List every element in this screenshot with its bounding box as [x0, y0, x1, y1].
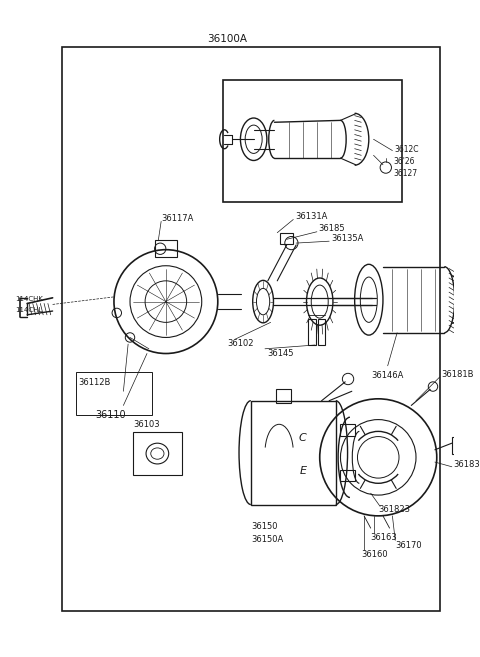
Text: 36117A: 36117A [161, 214, 193, 223]
Text: 36145: 36145 [267, 349, 293, 358]
Bar [223, 79, 402, 202]
Text: 114CHK: 114CHK [15, 296, 43, 302]
Text: 36160: 36160 [361, 550, 388, 559]
Text: 36183: 36183 [454, 461, 480, 469]
Text: 36131A: 36131A [295, 212, 327, 221]
Text: 361823: 361823 [378, 505, 410, 514]
Text: 36150A: 36150A [251, 535, 283, 544]
Bar [340, 470, 355, 481]
Bar [133, 432, 182, 475]
Text: 36112B: 36112B [78, 378, 110, 387]
Bar [62, 47, 440, 611]
Bar [76, 373, 152, 415]
Text: 36103: 36103 [133, 420, 159, 429]
Text: 3612C: 3612C [394, 145, 419, 154]
Bar [276, 390, 291, 403]
Text: 114CHL: 114CHL [15, 307, 42, 313]
Text: 36163: 36163 [371, 533, 397, 542]
Text: 36'26: 36'26 [393, 158, 415, 166]
Bar [308, 319, 316, 345]
Text: 36170: 36170 [395, 541, 422, 550]
Bar [318, 319, 325, 345]
Bar [251, 401, 336, 505]
Text: 36110: 36110 [95, 410, 126, 420]
Text: 36181B: 36181B [442, 370, 474, 379]
Text: 36127: 36127 [393, 169, 418, 178]
Bar [340, 424, 355, 436]
Bar [155, 240, 177, 258]
Bar [452, 436, 465, 453]
Text: E: E [299, 466, 306, 476]
Text: 36146A: 36146A [372, 371, 404, 380]
Text: 36150: 36150 [251, 522, 277, 531]
Text: 36100A: 36100A [207, 34, 247, 44]
Bar [280, 233, 293, 244]
Text: 36102: 36102 [227, 338, 254, 348]
Text: C: C [299, 434, 307, 443]
Text: 36185: 36185 [319, 225, 346, 233]
Text: 36135A: 36135A [331, 234, 363, 243]
